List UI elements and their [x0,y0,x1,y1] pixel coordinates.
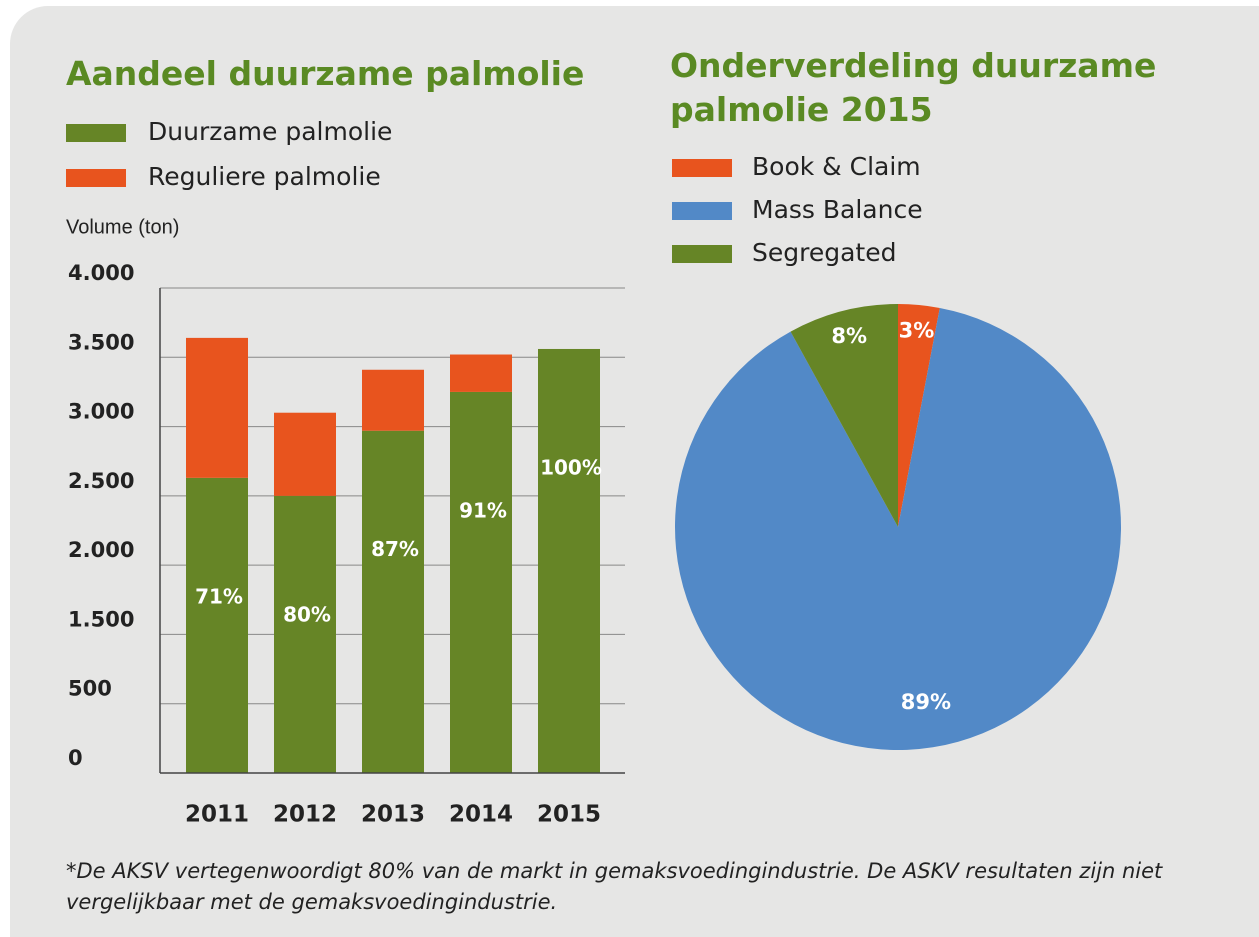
y-axis-label: Volume (ton) [66,216,179,238]
legend-label: Mass Balance [752,195,923,224]
percent-label: 80% [283,602,331,626]
legend-swatch [672,202,732,220]
x-tick-label: 2015 [537,802,601,828]
percent-label: 71% [195,584,243,608]
slice-label: 8% [831,324,867,348]
bar-segment [362,430,424,773]
pie-title: Onderverdeling duurzame palmolie 2015 [670,46,1157,129]
legend-swatch [672,245,732,263]
y-tick-label: 0 [68,746,83,770]
bar-segment [186,337,248,478]
pie-slice [790,304,898,527]
legend-label: Book & Claim [752,152,921,181]
bar-segment [538,348,600,773]
legend-label: Reguliere palmolie [148,162,381,191]
slice-label: 89% [901,690,951,714]
y-tick-label: 500 [68,677,112,701]
bar-segment [362,369,424,431]
slice-label: 3% [899,319,935,343]
bar-segment [274,412,336,496]
y-tick-label: 4.000 [68,261,134,285]
y-tick-label: 2.000 [68,538,134,562]
y-tick-label: 3.500 [68,330,134,354]
x-tick-label: 2013 [361,802,425,828]
y-tick-label: 1.500 [68,607,134,631]
percent-label: 100% [540,455,602,479]
legend-label: Duurzame palmolie [148,117,392,146]
legend-label: Segregated [752,238,896,267]
bar-segment [274,495,336,773]
bar-segment [450,354,512,392]
charts: Duurzame palmolie Reguliere palmolie Volum… [66,117,1122,828]
pie-slice [898,304,940,527]
x-tick-label: 2011 [185,802,249,828]
pie-slice [675,307,1122,750]
x-tick-label: 2012 [273,802,337,828]
legend-swatch [66,169,126,187]
bar-segment [186,477,248,773]
y-tick-label: 3.000 [68,400,134,424]
bar-title: Aandeel duurzame palmolie [66,54,585,93]
x-tick-label: 2014 [449,802,513,828]
percent-label: 91% [459,498,507,522]
y-tick-label: 2.500 [68,469,134,493]
percent-label: 87% [371,537,419,561]
legend-swatch [66,124,126,142]
footnote: *De AKSV vertegenwoordigt 80% van de mar… [66,859,1163,914]
legend-swatch [672,159,732,177]
bar-segment [450,391,512,773]
